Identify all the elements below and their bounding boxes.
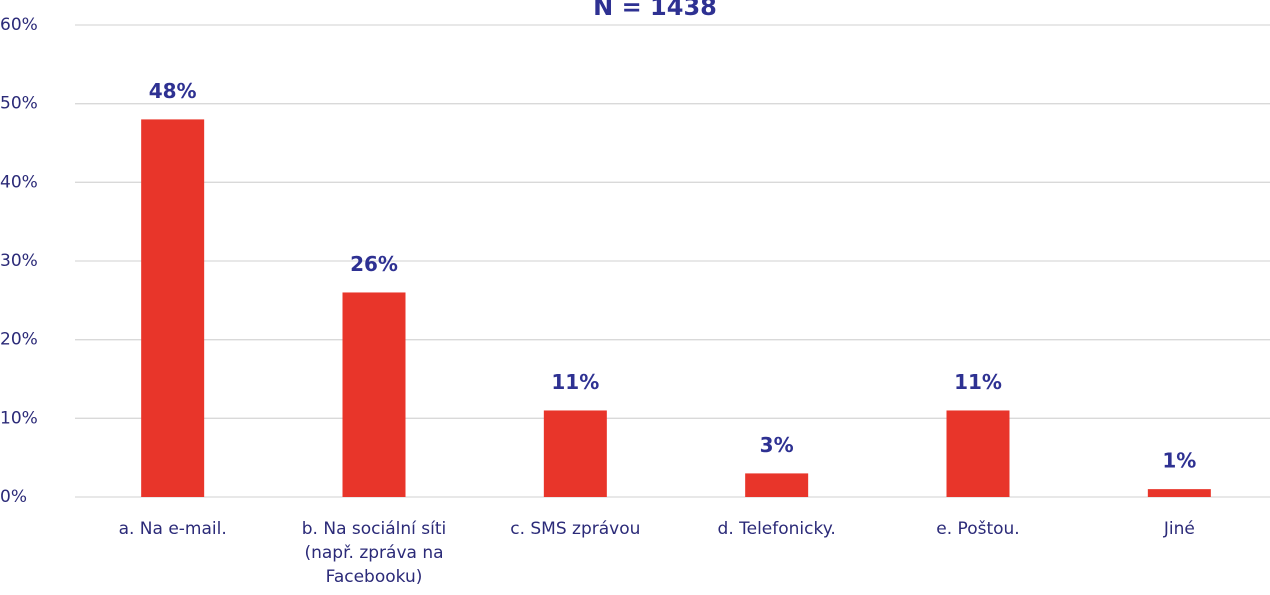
x-tick-label: c. SMS zprávou <box>510 519 641 539</box>
y-tick-label: 30% <box>0 251 38 271</box>
x-tick-label: a. Na e-mail. <box>118 519 227 539</box>
bar <box>342 292 406 497</box>
chart-title: N = 1438 <box>593 0 717 21</box>
x-tick-label: Jiné <box>1163 519 1195 539</box>
x-tick-label: e. Poštou. <box>936 519 1020 539</box>
x-tick-label: b. Na sociální síti (např. zpráva na Fac… <box>301 519 447 587</box>
bar <box>141 119 205 498</box>
value-label: 11% <box>551 370 599 394</box>
y-tick-label: 0% <box>0 487 27 507</box>
value-label: 48% <box>149 79 197 103</box>
y-tick-label: 60% <box>0 15 38 35</box>
value-label: 26% <box>350 252 398 276</box>
bar <box>543 410 607 497</box>
y-tick-label: 50% <box>0 94 38 114</box>
y-tick-label: 20% <box>0 330 38 350</box>
y-tick-label: 40% <box>0 172 38 192</box>
y-tick-label: 10% <box>0 408 38 428</box>
value-label: 11% <box>954 370 1002 394</box>
value-label: 1% <box>1162 449 1196 473</box>
bar <box>745 473 809 497</box>
bar <box>1147 489 1211 497</box>
value-label: 3% <box>760 433 794 457</box>
bar <box>946 410 1010 497</box>
x-tick-label: d. Telefonicky. <box>717 519 836 539</box>
